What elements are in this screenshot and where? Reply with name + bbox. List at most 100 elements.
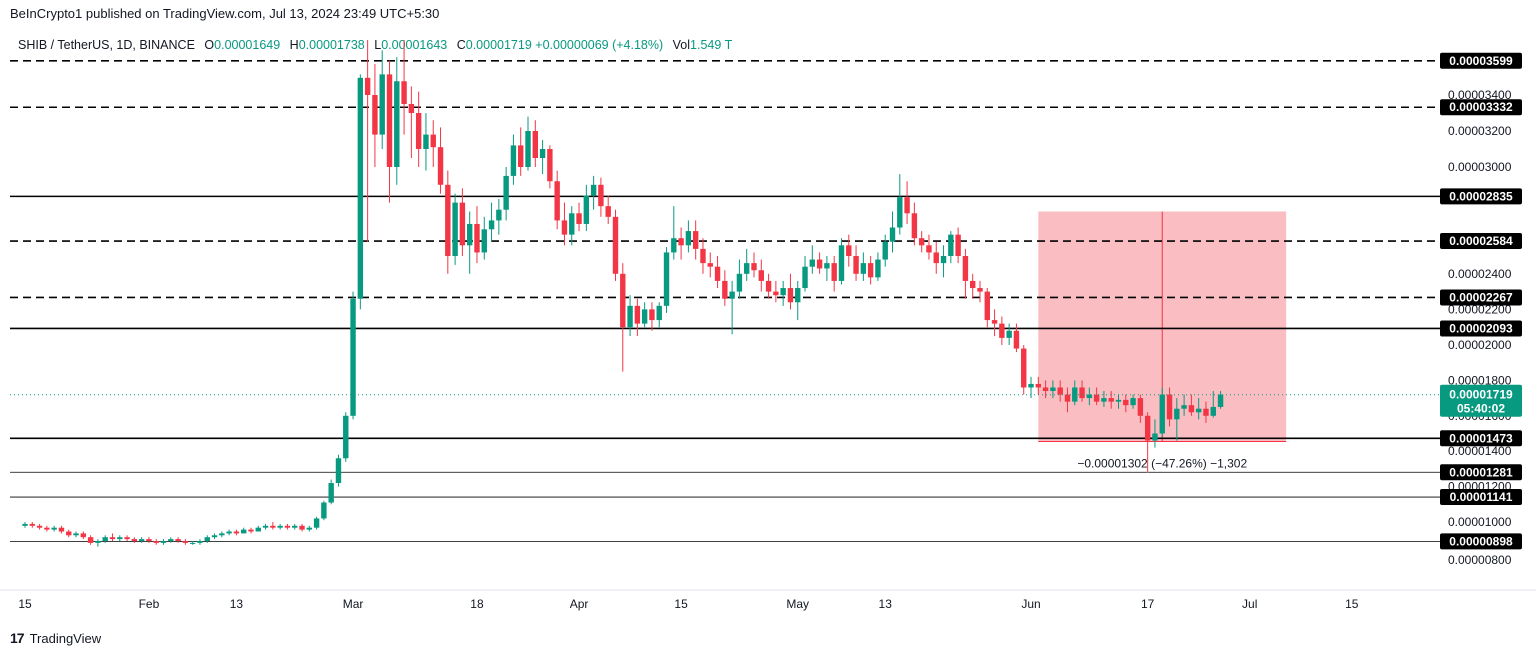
close-label: C <box>456 38 466 52</box>
open-value: 0.00001649 <box>214 38 281 52</box>
candle-body <box>700 248 706 264</box>
candle-body <box>313 518 320 528</box>
candle-body <box>357 77 364 299</box>
candle-body <box>226 531 232 534</box>
candle-body <box>846 245 852 256</box>
x-tick-label: 13 <box>230 597 244 611</box>
candle-body <box>1013 330 1020 349</box>
level-tag-label: 0.00001281 <box>1449 465 1513 479</box>
candle-body <box>576 213 582 224</box>
last-price-label: 0.00001719 <box>1449 388 1513 402</box>
candle-body <box>678 238 684 246</box>
candle-body <box>692 231 699 249</box>
candle-body <box>714 266 721 281</box>
candle-body <box>1028 383 1034 388</box>
candle-body <box>605 206 611 217</box>
candle-body <box>649 309 655 321</box>
level-tag-label: 0.00002835 <box>1449 189 1513 203</box>
candle-body <box>758 270 764 281</box>
y-tick-label: 0.00003400 <box>1448 88 1512 102</box>
candle-body <box>415 113 422 149</box>
candle-body <box>751 263 757 271</box>
level-tag-label: 0.00003599 <box>1449 54 1513 68</box>
candle-body <box>1086 394 1093 399</box>
ohlc-legend: SHIB / TetherUS, 1D, BINANCE O0.00001649… <box>18 38 732 52</box>
candle-body <box>780 288 786 296</box>
candle-body <box>29 523 35 526</box>
candle-body <box>1137 398 1144 416</box>
candle-body <box>795 288 801 303</box>
candle-body <box>87 537 94 543</box>
candle-body <box>547 149 553 182</box>
level-tag <box>1440 233 1522 250</box>
y-tick-label: 0.00001000 <box>1448 515 1512 529</box>
candle-body <box>583 195 590 224</box>
candle-body <box>831 263 837 281</box>
candle-body <box>853 256 859 274</box>
candle-body <box>1021 348 1027 388</box>
candle-body <box>153 541 159 543</box>
candle-body <box>219 533 225 536</box>
candle-body <box>80 533 87 538</box>
level-tag <box>1440 99 1522 116</box>
candle-body <box>58 527 65 532</box>
countdown-label: 05:40:02 <box>1457 402 1505 416</box>
x-tick-label: 15 <box>1345 597 1359 611</box>
candle-body <box>838 245 845 281</box>
y-tick-label: 0.00003200 <box>1448 124 1512 138</box>
candle-body <box>904 197 910 214</box>
candle-body <box>372 95 378 135</box>
change-value: +0.00000069 (+4.18%) <box>535 38 664 52</box>
candle-body <box>394 81 400 167</box>
level-tag <box>1440 52 1522 69</box>
candle-body <box>970 280 976 289</box>
volume-value: 1.549 T <box>690 38 733 52</box>
candle-body <box>1130 398 1136 406</box>
candle-body <box>350 298 356 416</box>
candle-body <box>671 238 677 253</box>
level-tag-label: 0.00000898 <box>1449 534 1513 548</box>
candle-body <box>984 291 990 321</box>
candle-body <box>991 320 998 324</box>
candle-body <box>503 175 509 210</box>
volume-label: Vol <box>672 38 691 52</box>
candle-body <box>948 234 954 256</box>
candle-body <box>452 202 458 256</box>
candle-body <box>977 288 983 292</box>
level-tag-label: 0.00002267 <box>1449 290 1513 304</box>
measure-label: −0.00001302 (−47.26%) −1,302 <box>1077 456 1247 470</box>
candle-body <box>1093 394 1100 402</box>
candle-body <box>1195 408 1202 413</box>
candle-body <box>1203 408 1209 416</box>
y-tick-label: 0.00001400 <box>1448 444 1512 458</box>
candle-body <box>656 305 662 321</box>
candle-body <box>474 223 480 253</box>
y-tick-label: 0.00001800 <box>1448 373 1512 387</box>
candle-body <box>1042 387 1049 392</box>
candle-body <box>44 527 50 530</box>
candle-body <box>569 213 575 235</box>
candle-body <box>343 415 349 459</box>
y-tick-label: 0.00000800 <box>1448 553 1512 567</box>
candle-body <box>561 220 568 235</box>
level-tag-label: 0.00001473 <box>1449 431 1513 445</box>
candle-body <box>736 273 743 292</box>
candle-body <box>882 241 888 260</box>
candle-body <box>364 77 371 95</box>
y-tick-label: 0.00002200 <box>1448 302 1512 316</box>
candle-body <box>824 263 830 269</box>
candle-body <box>1079 387 1085 399</box>
candle-body <box>175 539 181 541</box>
candle-body <box>197 541 203 543</box>
candle-body <box>1108 398 1114 402</box>
candle-body <box>816 259 823 269</box>
candle-body <box>634 305 641 324</box>
level-tag-label: 0.00003332 <box>1449 100 1513 114</box>
candle-body <box>51 527 57 530</box>
candle-body <box>430 134 436 148</box>
candle-body <box>445 184 451 256</box>
candle-body <box>1144 415 1151 441</box>
low-value: 0.00001643 <box>381 38 448 52</box>
candle-body <box>95 541 101 543</box>
